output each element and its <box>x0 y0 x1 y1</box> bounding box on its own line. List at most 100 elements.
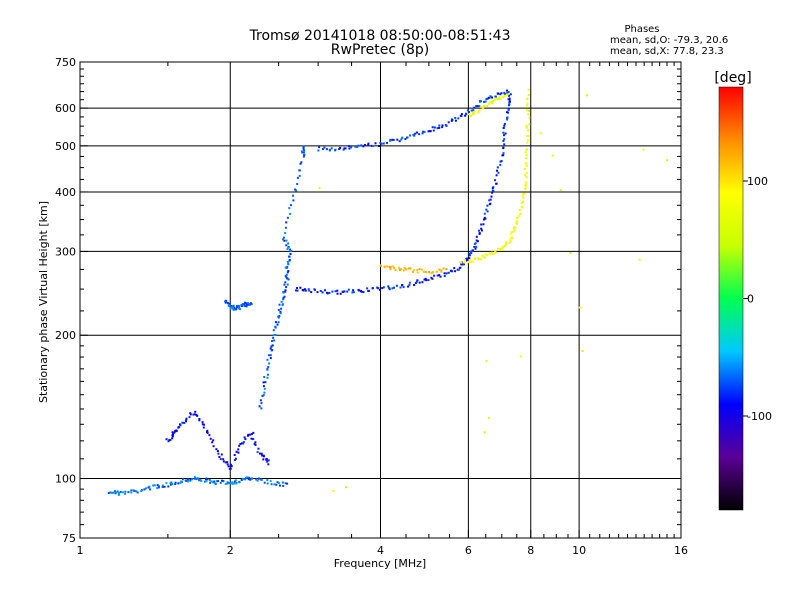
data-point <box>526 97 529 100</box>
data-point <box>239 443 242 445</box>
data-point <box>163 485 166 488</box>
data-point <box>525 104 528 107</box>
data-point <box>386 141 388 144</box>
data-point <box>179 424 182 427</box>
data-point <box>261 394 264 397</box>
data-point <box>507 98 510 101</box>
data-point <box>228 302 231 305</box>
data-point <box>416 279 419 282</box>
data-point <box>245 302 248 305</box>
data-point <box>149 488 152 491</box>
y-tick-label: 75 <box>62 532 76 545</box>
data-point <box>152 484 155 487</box>
data-point <box>323 146 326 149</box>
y-tick-label: 600 <box>55 102 76 115</box>
data-point <box>147 486 150 489</box>
data-point <box>338 148 341 150</box>
x-tick-label: 6 <box>465 544 472 557</box>
data-point <box>421 132 424 135</box>
data-point <box>212 445 215 448</box>
data-point <box>243 436 246 439</box>
data-point <box>433 126 436 129</box>
data-point <box>441 124 444 127</box>
data-point <box>360 144 363 147</box>
data-point <box>249 478 252 481</box>
data-point <box>206 429 209 432</box>
data-point <box>376 286 379 289</box>
data-point <box>232 307 235 309</box>
data-point <box>285 221 288 224</box>
data-point <box>280 307 283 310</box>
data-point <box>527 88 530 91</box>
data-point <box>241 303 244 306</box>
data-point <box>445 268 448 271</box>
data-point <box>286 261 289 263</box>
data-point <box>230 305 233 307</box>
data-point <box>425 279 428 282</box>
data-point <box>421 281 424 284</box>
data-point <box>360 290 362 292</box>
data-point <box>324 289 326 292</box>
data-point <box>495 97 498 100</box>
data-point <box>281 481 284 484</box>
data-point <box>454 119 457 122</box>
data-point <box>415 280 418 283</box>
data-point <box>285 286 288 289</box>
data-point <box>358 289 361 292</box>
data-point <box>503 245 505 248</box>
data-point <box>266 376 269 379</box>
data-point <box>181 478 184 481</box>
data-point <box>140 489 143 491</box>
data-point <box>273 333 276 336</box>
data-point <box>259 399 262 402</box>
x-tick-label: 4 <box>377 544 384 557</box>
data-point <box>506 116 509 119</box>
data-point <box>506 111 508 114</box>
data-point <box>515 221 518 224</box>
data-point <box>325 148 328 151</box>
data-point <box>339 292 342 295</box>
data-point <box>482 223 485 226</box>
data-point <box>504 242 507 245</box>
data-point <box>423 130 426 133</box>
data-point <box>393 286 395 289</box>
data-point <box>485 359 488 362</box>
data-point <box>232 304 235 307</box>
data-point <box>248 476 251 479</box>
data-point <box>445 272 448 275</box>
data-point <box>284 281 287 284</box>
data-point <box>287 242 290 245</box>
data-point <box>319 290 322 292</box>
data-point <box>275 483 278 486</box>
data-point <box>287 262 290 265</box>
data-point <box>284 289 287 292</box>
data-point <box>171 437 174 440</box>
data-point <box>310 291 313 294</box>
data-point <box>471 111 474 114</box>
data-point <box>222 458 225 461</box>
data-point <box>472 112 475 115</box>
data-point <box>525 176 528 179</box>
data-point <box>230 463 232 466</box>
data-point <box>135 490 138 493</box>
data-point <box>286 271 289 274</box>
chart-subtitle: RwPretec (8p) <box>331 42 429 58</box>
data-point <box>523 168 526 170</box>
data-point <box>116 490 119 493</box>
data-point <box>388 288 391 291</box>
data-point <box>188 416 191 419</box>
data-point <box>502 96 505 99</box>
data-point <box>478 105 481 108</box>
data-point <box>374 142 377 145</box>
data-point <box>477 110 480 113</box>
data-point <box>174 483 177 485</box>
data-point <box>494 251 497 254</box>
data-point <box>367 142 370 145</box>
data-point <box>443 272 446 275</box>
data-point <box>261 454 264 457</box>
data-point <box>290 204 292 207</box>
data-point <box>522 196 525 199</box>
data-point <box>136 491 139 494</box>
data-point <box>267 459 270 462</box>
data-point <box>414 132 417 135</box>
